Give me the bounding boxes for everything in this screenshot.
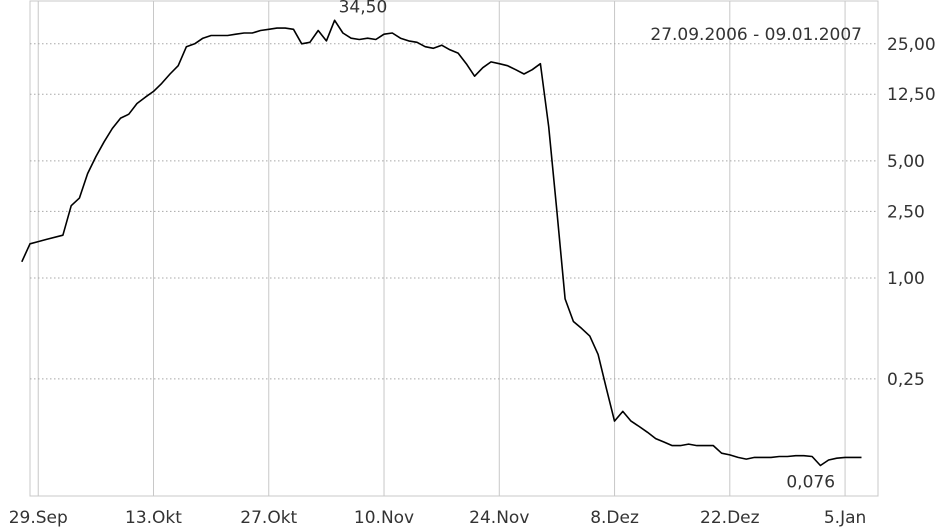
horizontal-gridlines xyxy=(30,43,878,380)
x-tick-label: 27.Okt xyxy=(240,508,297,528)
y-tick-labels: 25,00 12,50 5,00 2,50 1,00 0,25 xyxy=(887,35,936,390)
x-tick-labels: 29.Sep 13.Okt 27.Okt 10.Nov 24.Nov 8.Dez 22.De… xyxy=(9,508,867,528)
x-tick-label: 22.Dez xyxy=(700,508,760,528)
x-tick-label: 24.Nov xyxy=(469,508,529,528)
max-value-label: 34,50 xyxy=(339,0,388,17)
y-tick-label: 0,25 xyxy=(887,370,925,390)
y-tick-label: 25,00 xyxy=(887,35,936,55)
min-value-label: 0,076 xyxy=(786,473,835,493)
series-layer xyxy=(21,19,862,467)
y-tick-label: 5,00 xyxy=(887,152,925,172)
x-tick-label: 13.Okt xyxy=(125,508,182,528)
x-tick-label: 10.Nov xyxy=(354,508,414,528)
y-tick-label: 2,50 xyxy=(887,202,925,222)
x-tick-label: 5.Jan xyxy=(824,508,866,528)
x-tick-label: 8.Dez xyxy=(590,508,639,528)
annotation-labels: 34,50 0,076 xyxy=(339,0,835,493)
date-range-label: 27.09.2006 - 09.01.2007 xyxy=(650,25,862,45)
vertical-gridlines xyxy=(37,1,846,496)
y-tick-label: 12,50 xyxy=(887,85,936,105)
plot-frame xyxy=(29,0,879,497)
x-tick-label: 29.Sep xyxy=(9,508,68,528)
y-tick-label: 1,00 xyxy=(887,269,925,289)
price-series-line xyxy=(21,19,862,467)
